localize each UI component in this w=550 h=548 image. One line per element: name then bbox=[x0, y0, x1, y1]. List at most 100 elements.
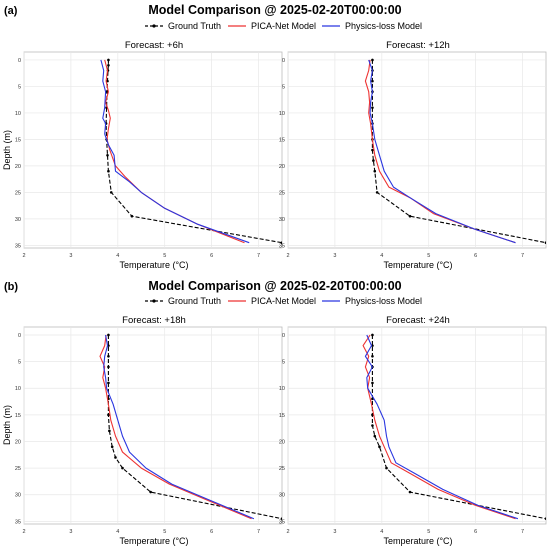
series-point-ground-truth-12h bbox=[371, 148, 374, 152]
series-point-ground-truth-12h bbox=[544, 241, 546, 245]
series-point-ground-truth-18h bbox=[107, 333, 110, 337]
legend-a-pica-label: PICA-Net Model bbox=[251, 21, 316, 31]
y-tick-label-24h: 35 bbox=[279, 519, 285, 525]
series-point-ground-truth-18h bbox=[108, 429, 111, 433]
series-point-ground-truth-18h bbox=[114, 456, 117, 459]
series-point-ground-truth-24h bbox=[378, 445, 381, 449]
series-point-ground-truth-6h bbox=[107, 63, 110, 67]
x-tick-label-6h: 6 bbox=[210, 253, 213, 259]
y-tick-label-12h: 30 bbox=[279, 217, 285, 223]
series-point-ground-truth-6h bbox=[106, 79, 109, 83]
y-tick-label-12h: 25 bbox=[279, 190, 285, 196]
panel-a-label: (a) bbox=[4, 5, 18, 17]
x-tick-label-6h: 7 bbox=[257, 253, 260, 259]
legend-b-ground-truth-marker bbox=[152, 299, 156, 303]
x-tick-label-24h: 6 bbox=[474, 529, 477, 535]
series-point-ground-truth-18h bbox=[107, 381, 110, 385]
series-point-ground-truth-6h bbox=[107, 58, 110, 62]
ylabel-18h: Depth (m) bbox=[2, 405, 12, 445]
x-tick-label-18h: 2 bbox=[22, 529, 25, 535]
xlabel-6h: Temperature (°C) bbox=[119, 260, 188, 270]
series-point-ground-truth-6h bbox=[109, 191, 113, 194]
x-tick-label-12h: 5 bbox=[427, 253, 430, 259]
plot-area-12h: 2 3 4 5 6 7 0 5 10 15 20 25 30 35 bbox=[279, 51, 547, 259]
series-line-physics-12h bbox=[368, 59, 516, 244]
y-tick-label-6h: 30 bbox=[15, 217, 21, 223]
series-point-ground-truth-6h bbox=[107, 169, 110, 173]
series-point-ground-truth-18h bbox=[149, 490, 152, 494]
x-tick-label-18h: 4 bbox=[116, 529, 119, 535]
y-tick-label-24h: 10 bbox=[279, 386, 285, 392]
panel-a-title: Model Comparison @ 2025-02-20T00:00:00 bbox=[148, 3, 401, 17]
panel-b-title: Model Comparison @ 2025-02-20T00:00:00 bbox=[148, 279, 401, 293]
y-tick-label-6h: 35 bbox=[15, 243, 21, 249]
x-tick-label-24h: 2 bbox=[286, 529, 289, 535]
series-line-physics-18h bbox=[103, 334, 255, 520]
series-point-ground-truth-18h bbox=[110, 445, 114, 449]
y-tick-label-6h: 15 bbox=[15, 137, 21, 143]
x-tick-label-6h: 3 bbox=[69, 253, 72, 259]
y-tick-label-12h: 0 bbox=[282, 58, 285, 64]
x-tick-label-12h: 2 bbox=[286, 253, 289, 259]
series-point-ground-truth-24h bbox=[371, 381, 374, 385]
plot-frame-18h bbox=[23, 326, 283, 525]
x-tick-label-18h: 7 bbox=[257, 529, 260, 535]
series-point-ground-truth-18h bbox=[107, 413, 110, 417]
series-point-ground-truth-12h bbox=[373, 169, 377, 173]
xlabel-18h: Temperature (°C) bbox=[119, 536, 188, 546]
xlabel-12h: Temperature (°C) bbox=[383, 260, 452, 270]
y-tick-label-24h: 15 bbox=[279, 413, 285, 419]
x-tick-label-12h: 7 bbox=[521, 253, 524, 259]
x-tick-label-6h: 2 bbox=[22, 253, 25, 259]
plot-area-6h: 2 3 4 5 6 7 0 5 10 15 20 25 30 35 bbox=[15, 51, 283, 259]
xlabel-24h: Temperature (°C) bbox=[383, 536, 452, 546]
y-tick-label-6h: 5 bbox=[18, 84, 21, 90]
series-point-ground-truth-24h bbox=[373, 434, 377, 438]
panel-a-legend: Ground Truth PICA-Net Model Physics-loss… bbox=[145, 21, 422, 31]
series-line-pica-18h bbox=[99, 334, 252, 520]
plot-area-24h: 2 3 4 5 6 7 0 5 10 15 20 25 30 35 bbox=[279, 326, 547, 535]
y-tick-label-24h: 5 bbox=[282, 360, 285, 366]
series-point-ground-truth-6h bbox=[106, 153, 109, 157]
y-tick-label-6h: 20 bbox=[15, 164, 21, 170]
series-line-pica-12h bbox=[364, 59, 516, 244]
series-line-physics-24h bbox=[364, 334, 519, 520]
series-point-ground-truth-24h bbox=[385, 466, 388, 470]
y-tick-label-12h: 15 bbox=[279, 137, 285, 143]
series-point-ground-truth-18h bbox=[107, 354, 110, 358]
x-tick-label-18h: 6 bbox=[210, 529, 213, 535]
series-point-ground-truth-24h bbox=[371, 354, 374, 358]
x-tick-label-24h: 4 bbox=[380, 529, 383, 535]
y-tick-label-24h: 0 bbox=[282, 333, 285, 339]
y-tick-label-18h: 20 bbox=[15, 439, 21, 445]
x-tick-label-6h: 4 bbox=[116, 253, 119, 259]
plot-frame-12h bbox=[287, 51, 547, 249]
panel-b-label: (b) bbox=[4, 281, 18, 293]
x-tick-label-24h: 5 bbox=[427, 529, 430, 535]
x-tick-label-24h: 3 bbox=[333, 529, 336, 535]
y-tick-label-18h: 0 bbox=[18, 333, 21, 339]
y-tick-label-6h: 10 bbox=[15, 111, 21, 117]
series-point-ground-truth-24h bbox=[408, 490, 412, 494]
y-tick-label-24h: 20 bbox=[279, 439, 285, 445]
y-tick-label-18h: 25 bbox=[15, 466, 21, 472]
series-point-ground-truth-12h bbox=[375, 191, 379, 194]
x-tick-label-12h: 3 bbox=[333, 253, 336, 259]
x-tick-label-6h: 5 bbox=[163, 253, 166, 259]
plot-frame-6h bbox=[23, 51, 283, 249]
y-tick-label-6h: 25 bbox=[15, 190, 21, 196]
x-tick-label-12h: 4 bbox=[380, 253, 383, 259]
panel-b: (b) Model Comparison @ 2025-02-20T00:00:… bbox=[2, 279, 547, 546]
panel-b-legend: Ground Truth PICA-Net Model Physics-loss… bbox=[145, 296, 422, 306]
legend-b-physics-label: Physics-loss Model bbox=[345, 296, 422, 306]
x-tick-label-18h: 3 bbox=[69, 529, 72, 535]
series-point-ground-truth-18h bbox=[280, 517, 282, 520]
series-point-ground-truth-18h bbox=[107, 365, 110, 369]
series-point-ground-truth-24h bbox=[371, 424, 374, 427]
ylabel-6h: Depth (m) bbox=[2, 130, 12, 170]
series-point-ground-truth-24h bbox=[371, 333, 374, 337]
subplot-title-18h: Forecast: +18h bbox=[122, 315, 186, 326]
y-tick-label-6h: 0 bbox=[18, 58, 21, 64]
series-point-ground-truth-24h bbox=[544, 517, 546, 520]
